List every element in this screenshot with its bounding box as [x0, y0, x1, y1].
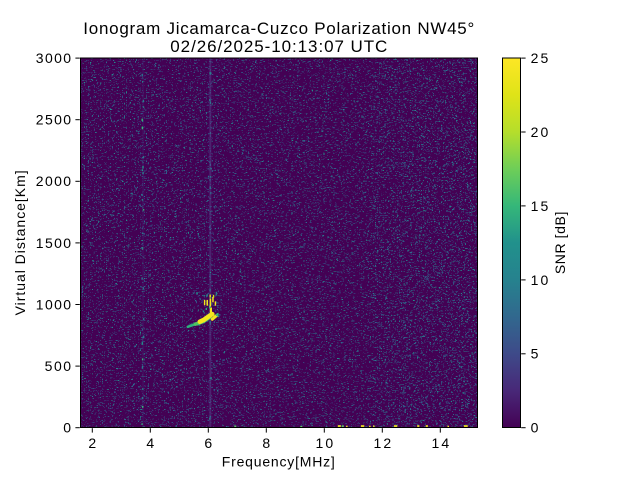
svg-text:15: 15: [531, 198, 549, 214]
svg-text:3000: 3000: [36, 50, 72, 66]
svg-text:5: 5: [531, 346, 539, 362]
svg-text:0: 0: [531, 420, 539, 436]
svg-text:500: 500: [45, 358, 72, 374]
svg-text:02/26/2025-10:13:07 UTC: 02/26/2025-10:13:07 UTC: [170, 37, 387, 56]
svg-text:2500: 2500: [36, 112, 72, 128]
svg-text:2000: 2000: [36, 173, 72, 189]
svg-text:Frequency[MHz]: Frequency[MHz]: [222, 454, 335, 470]
svg-text:2: 2: [88, 435, 96, 451]
svg-text:10: 10: [531, 272, 549, 288]
svg-text:Virtual Distance[Km]: Virtual Distance[Km]: [12, 170, 28, 315]
svg-text:Ionogram Jicamarca-Cuzco Polar: Ionogram Jicamarca-Cuzco Polarization NW…: [83, 19, 474, 38]
svg-text:6: 6: [204, 435, 212, 451]
svg-text:20: 20: [531, 124, 549, 140]
svg-text:10: 10: [315, 435, 333, 451]
svg-text:4: 4: [146, 435, 154, 451]
svg-text:14: 14: [431, 435, 449, 451]
svg-text:12: 12: [373, 435, 391, 451]
svg-text:8: 8: [262, 435, 270, 451]
svg-text:1500: 1500: [36, 235, 72, 251]
svg-text:0: 0: [63, 420, 71, 436]
svg-text:1000: 1000: [36, 296, 72, 312]
svg-text:25: 25: [531, 50, 549, 66]
svg-text:SNR [dB]: SNR [dB]: [552, 212, 568, 275]
